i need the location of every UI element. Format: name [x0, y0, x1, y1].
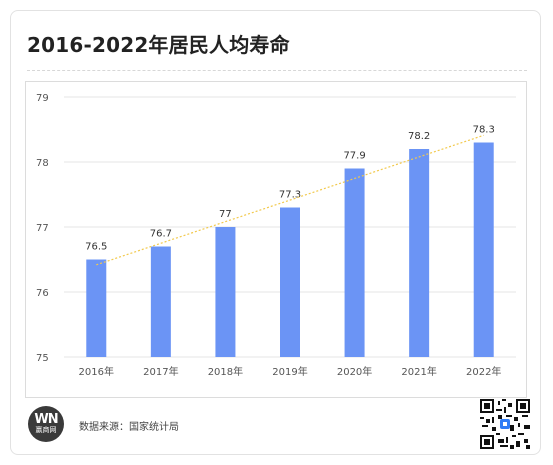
x-tick-label: 2022年	[466, 365, 501, 378]
logo-mark: WN	[34, 412, 58, 427]
bar	[344, 168, 365, 357]
chart-card: 2016-2022年居民人均寿命 75 76 77 78 79 76.5 2016年 76.7…	[10, 10, 541, 455]
bar	[409, 149, 430, 357]
bar	[86, 259, 107, 357]
x-tick-label: 2019年	[272, 365, 307, 378]
qr-code-icon	[480, 399, 530, 449]
y-tick-label: 75	[36, 353, 49, 364]
title-divider	[27, 70, 527, 71]
x-tick-label: 2020年	[337, 365, 372, 378]
trend-line	[96, 134, 484, 266]
logo-subtext: 赢商网	[35, 426, 57, 434]
data-label: 76.5	[85, 242, 107, 253]
data-label: 77	[219, 209, 232, 220]
data-label: 76.7	[150, 229, 172, 240]
data-label: 78.3	[473, 125, 495, 136]
x-tick-label: 2018年	[208, 365, 243, 378]
x-tick-label: 2021年	[401, 365, 436, 378]
data-label: 77.9	[343, 151, 365, 162]
y-tick-label: 76	[36, 288, 49, 299]
bar	[215, 227, 236, 357]
y-tick-label: 77	[36, 223, 49, 234]
data-label: 78.2	[408, 131, 430, 142]
data-label: 77.3	[279, 190, 301, 201]
bar-chart: 75 76 77 78 79 76.5 2016年 76.7 2017年 77 2018年 77.3 2…	[36, 93, 516, 378]
bar	[280, 207, 300, 357]
chart-frame: 75 76 77 78 79 76.5 2016年 76.7 2017年 77 2018年 77.3 2…	[25, 81, 527, 398]
bar	[473, 142, 494, 357]
data-source: 数据来源：国家统计局	[79, 422, 179, 433]
brand-logo: WN 赢商网	[28, 406, 64, 442]
x-tick-label: 2016年	[79, 365, 114, 378]
y-tick-label: 79	[36, 93, 49, 104]
bar	[150, 246, 171, 357]
y-tick-label: 78	[36, 158, 49, 169]
chart-title: 2016-2022年居民人均寿命	[27, 33, 290, 57]
x-tick-label: 2017年	[143, 365, 178, 378]
